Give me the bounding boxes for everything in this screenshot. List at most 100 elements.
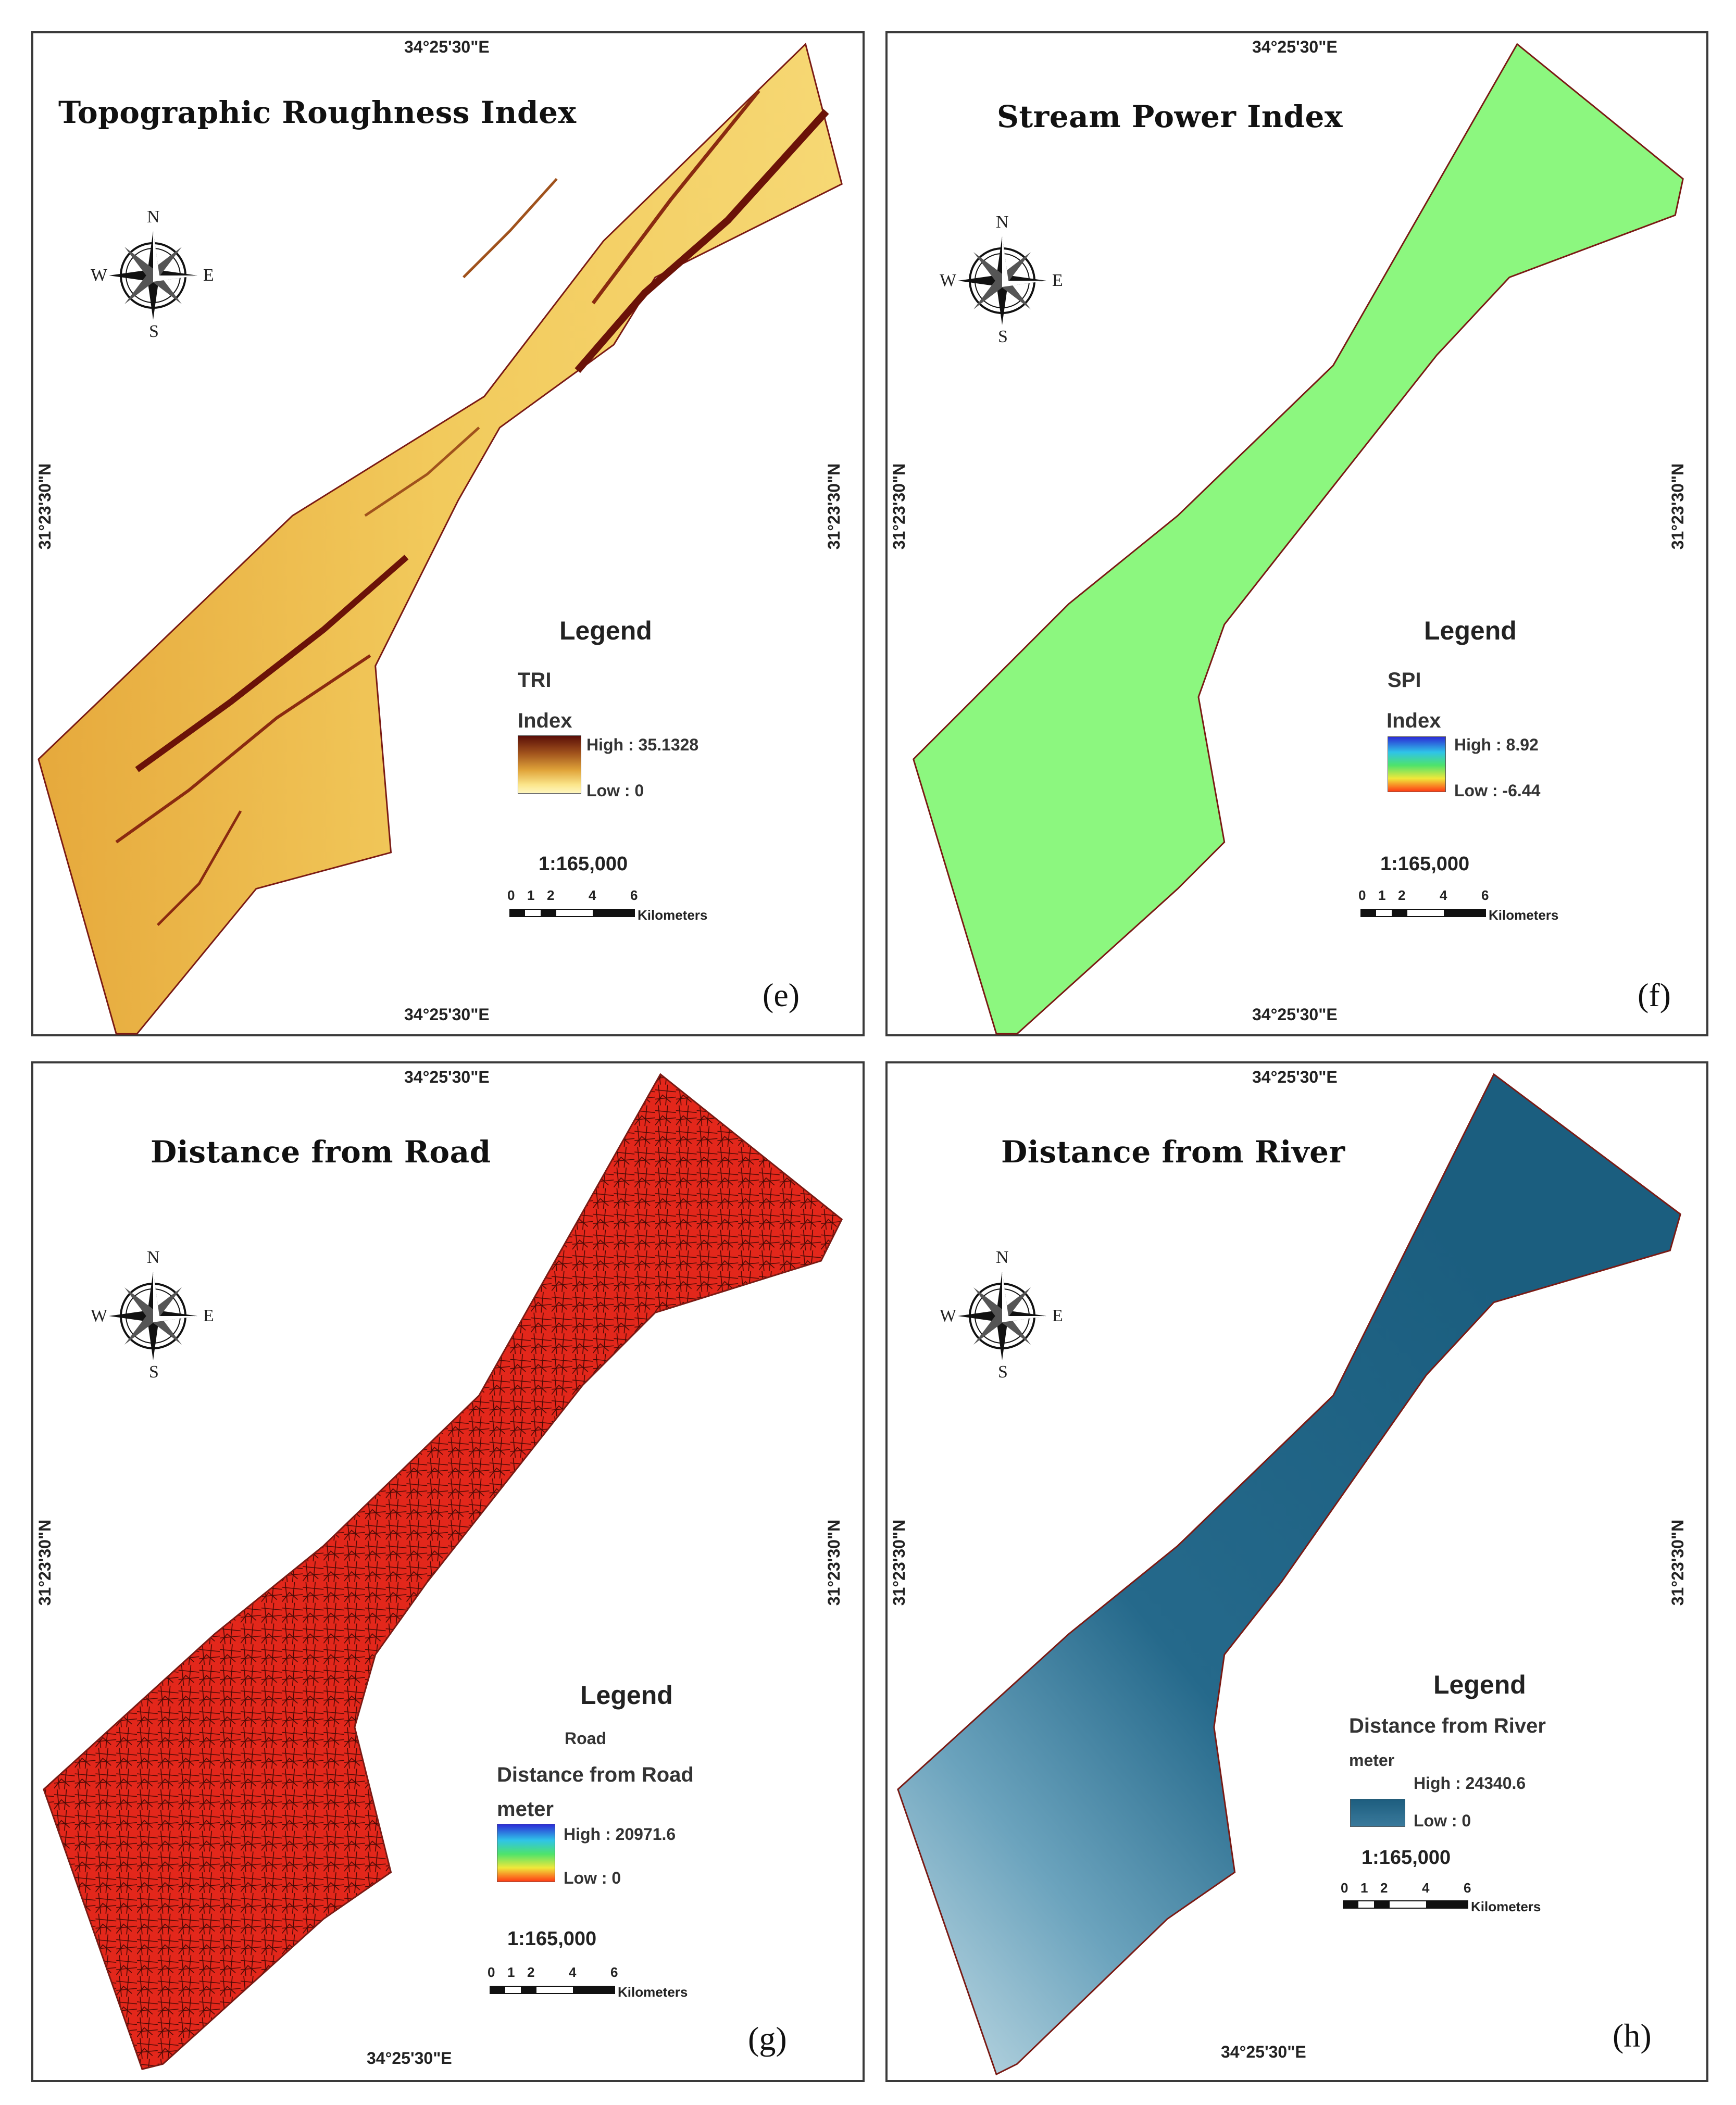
compass-star-icon [109, 231, 197, 320]
tri-ridge-line [157, 810, 242, 926]
spi-map-area [913, 43, 1684, 1035]
compass-rose: N S W E [940, 212, 1063, 346]
map-title: Topographic Roughness Index [58, 95, 577, 130]
tri-map-area [38, 42, 843, 1035]
tri-ridge-line [463, 178, 558, 279]
panel-label: (g) [748, 2020, 787, 2057]
legend-unit: Index [1387, 709, 1441, 732]
tri-ridge-line [135, 555, 409, 772]
scale-tick-label: 6 [1481, 887, 1489, 903]
legend-low-label: Low : 0 [1414, 1811, 1471, 1830]
river-territory-shape [897, 1073, 1681, 2076]
map-title: Stream Power Index [997, 99, 1343, 134]
scale-unit: Kilometers [618, 1984, 688, 2000]
legend-heading: Legend [580, 1681, 673, 1710]
legend-low-label: Low : 0 [564, 1869, 621, 1887]
road-territory-shape [43, 1073, 843, 2070]
compass-n-label: N [996, 212, 1009, 232]
tri-ridge-line [574, 109, 829, 373]
compass-star-icon [109, 1272, 197, 1360]
map-panel-e: 34°25'30"E 34°25'30"E 31°23'30"N 31°23'3… [31, 31, 865, 1036]
scale-tick-label: 4 [1440, 887, 1447, 903]
scale-tick-label: 0 [488, 1964, 495, 1980]
coord-top-label: 34°25'30"E [404, 37, 490, 56]
scale-bar-graphic [1343, 1900, 1468, 1909]
compass-rose: N S W E [91, 1248, 214, 1382]
compass-w-label: W [940, 1306, 957, 1325]
legend-layer-name: TRI [518, 669, 552, 692]
compass-rose: N S W E [940, 1248, 1063, 1382]
map-panel-g: 34°25'30"E 34°25'30"E 31°23'30"N 31°23'3… [31, 1061, 865, 2082]
compass-s-label: S [998, 327, 1008, 346]
scale-tick-label: 2 [1380, 1880, 1388, 1896]
coord-left-label: 31°23'30"N [890, 463, 909, 550]
legend-unit: meter [1349, 1751, 1395, 1770]
scale-tick-label: 1 [507, 1964, 515, 1980]
legend-low-label: Low : -6.44 [1454, 781, 1541, 800]
legend-heading: Legend [559, 616, 652, 645]
legend-high-label: High : 8.92 [1454, 735, 1539, 754]
map-title: Distance from Road [151, 1134, 491, 1170]
map-title: Distance from River [1001, 1134, 1345, 1170]
map-panel-h: 34°25'30"E 34°25'30"E 31°23'30"N 31°23'3… [885, 1061, 1708, 2082]
compass-s-label: S [998, 1362, 1008, 1382]
coord-left-label: 31°23'30"N [35, 463, 55, 550]
scale-tick-label: 0 [1358, 887, 1366, 903]
compass-n-label: N [147, 1248, 160, 1267]
scale-tick-label: 1 [1360, 1880, 1368, 1896]
compass-rose: N S W E [91, 207, 214, 341]
map-panel-f: 34°25'30"E 34°25'30"E 31°23'30"N 31°23'3… [885, 31, 1708, 1036]
compass-n-label: N [996, 1248, 1009, 1267]
coord-right-label: 31°23'30"N [825, 463, 844, 550]
scale-unit: Kilometers [1471, 1899, 1541, 1914]
legend-high-label: High : 20971.6 [564, 1825, 676, 1844]
tri-ridge-line [364, 427, 480, 517]
scale-bar-graphic [490, 1986, 615, 1994]
coord-left-label: 31°23'30"N [35, 1519, 55, 1606]
compass-w-label: W [91, 266, 108, 285]
scale-tick-label: 4 [1422, 1880, 1430, 1896]
compass-w-label: W [91, 1306, 108, 1325]
scale-ratio: 1:165,000 [507, 1928, 597, 1950]
legend-high-label: High : 35.1328 [586, 735, 699, 754]
coord-left-label: 31°23'30"N [890, 1519, 909, 1606]
panel-label: (f) [1638, 976, 1671, 1013]
compass-star-icon [958, 236, 1046, 325]
compass-s-label: S [149, 1362, 159, 1382]
compass-star-icon [958, 1272, 1046, 1360]
legend-unit: meter [497, 1798, 554, 1821]
coord-bottom-label: 34°25'30"E [1221, 2043, 1306, 2061]
scale-tick-label: 1 [527, 887, 535, 903]
legend-low-label: Low : 0 [586, 781, 644, 800]
coord-bottom-label: 34°25'30"E [1252, 1005, 1338, 1024]
scale-unit: Kilometers [638, 907, 708, 923]
legend-layer-name: SPI [1388, 669, 1421, 692]
scale-tick-label: 2 [547, 887, 555, 903]
scale-tick-label: 4 [569, 1964, 577, 1980]
coord-bottom-label: 34°25'30"E [367, 2049, 452, 2068]
scale-ratio: 1:165,000 [1362, 1847, 1451, 1869]
compass-n-label: N [147, 207, 160, 227]
panel-label: (h) [1613, 2017, 1652, 2054]
coord-right-label: 31°23'30"N [1668, 1519, 1688, 1606]
legend-color-ramp [518, 735, 581, 794]
compass-w-label: W [940, 271, 957, 290]
road-map-area [43, 1073, 843, 2070]
scale-tick-label: 6 [610, 1964, 618, 1980]
coord-top-label: 34°25'30"E [404, 1068, 490, 1086]
panel-label: (e) [763, 976, 800, 1013]
scale-bar-graphic [1360, 909, 1486, 917]
tri-territory-shape [38, 42, 843, 1035]
tri-ridge-line [115, 654, 371, 844]
compass-s-label: S [149, 322, 159, 341]
legend-color-ramp [1388, 736, 1446, 792]
scale-unit: Kilometers [1489, 907, 1559, 923]
compass-e-label: E [203, 1306, 214, 1325]
compass-e-label: E [203, 266, 214, 285]
scale-tick-label: 4 [589, 887, 596, 903]
legend-color-ramp [1350, 1799, 1405, 1827]
scale-tick-label: 2 [1398, 887, 1406, 903]
coord-right-label: 31°23'30"N [825, 1519, 844, 1606]
compass-e-label: E [1052, 271, 1063, 290]
scale-tick-label: 0 [1341, 1880, 1348, 1896]
